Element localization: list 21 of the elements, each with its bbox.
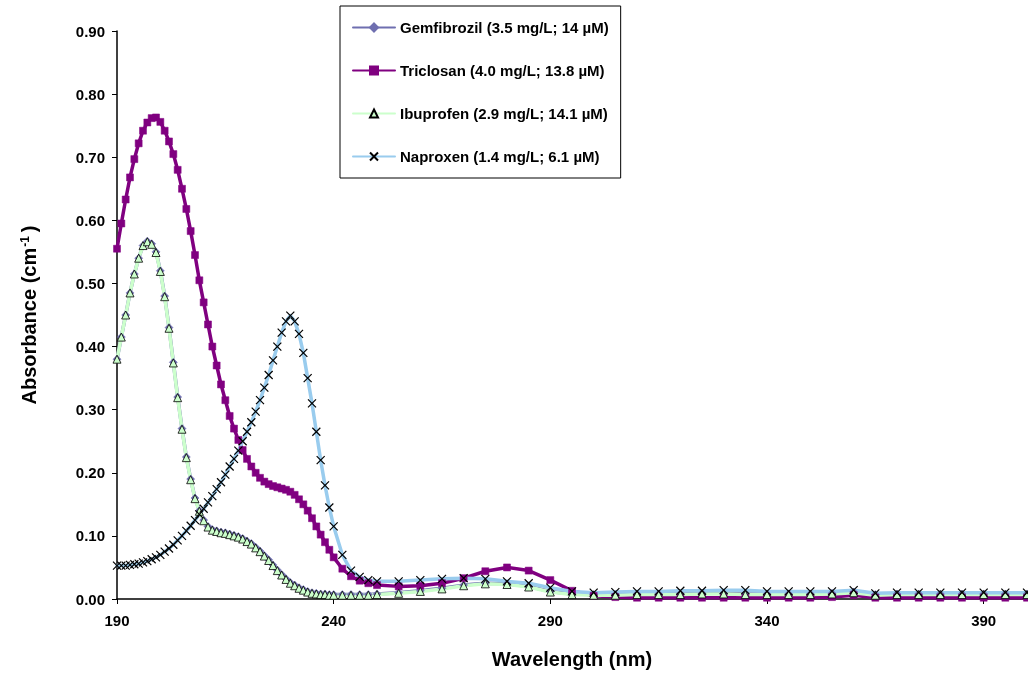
x-tick-label: 390 [971,612,997,629]
y-tick-label: 0.60 [75,211,105,229]
y-tick-label: 0.30 [75,401,105,419]
y-axis-title: Absorbance (cm-1) [18,225,40,405]
y-tick-label: 0.10 [75,527,105,545]
y-tick-label: 0.50 [75,274,105,292]
x-axis-title: Wavelength (nm) [491,648,653,670]
y-tick-label: 0.20 [75,464,105,482]
legend-label: Naproxen (1.4 mg/L; 6.1 µM) [400,148,600,165]
x-tick-label: 240 [321,612,347,629]
x-tick-label: 290 [537,612,563,629]
legend-label: Ibuprofen (2.9 mg/L; 14.1 µM) [400,105,608,122]
y-tick-label: 0.70 [75,148,105,166]
y-tick-label: 0.90 [75,22,105,40]
legend-label: Gemfibrozil (3.5 mg/L; 14 µM) [400,19,609,36]
x-tick-label: 340 [754,612,780,629]
y-tick-label: 0.00 [75,590,105,608]
legend-label: Triclosan (4.0 mg/L; 13.8 µM) [400,62,605,79]
y-tick-label: 0.80 [75,85,105,103]
y-tick-label: 0.40 [75,338,105,356]
x-tick-label: 190 [104,612,130,629]
